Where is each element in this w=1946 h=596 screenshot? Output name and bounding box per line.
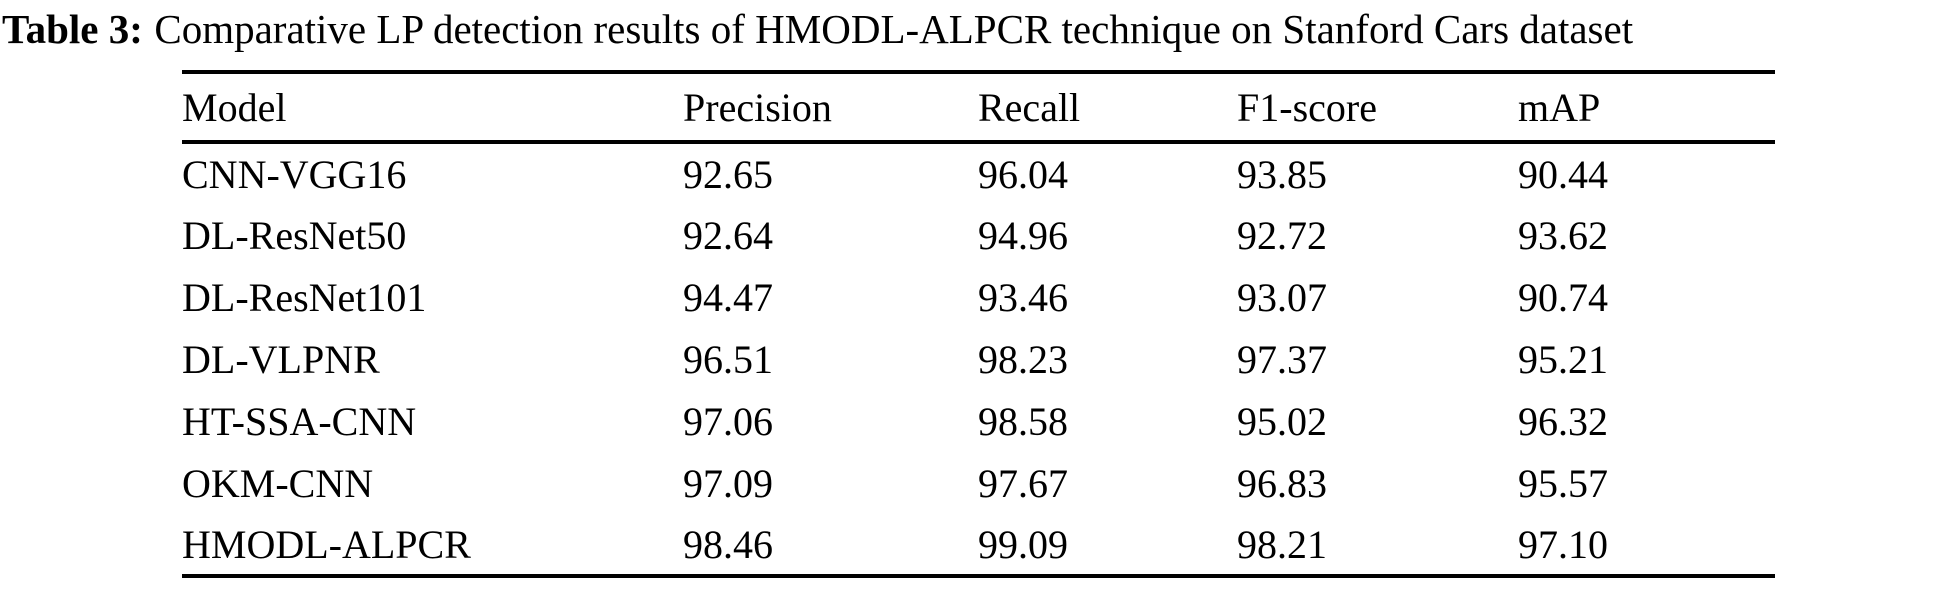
f1-score-cell: 97.37 <box>1237 336 1327 382</box>
f1-score-cell: 95.02 <box>1237 398 1327 444</box>
table-row: HMODL-ALPCR 98.46 99.09 98.21 97.10 <box>182 514 1775 576</box>
map-cell: 93.62 <box>1518 212 1608 258</box>
map-cell: 95.57 <box>1518 460 1608 506</box>
precision-cell: 94.47 <box>683 274 773 320</box>
f1-score-cell: 93.07 <box>1237 274 1327 320</box>
model-cell: DL-VLPNR <box>182 336 380 382</box>
table-caption-text: Comparative LP detection results of HMOD… <box>154 6 1634 52</box>
f1-score-cell: 96.83 <box>1237 460 1327 506</box>
table-row: DL-ResNet101 94.47 93.46 93.07 90.74 <box>182 266 1775 328</box>
precision-cell: 96.51 <box>683 336 773 382</box>
table-row: OKM-CNN 97.09 97.67 96.83 95.57 <box>182 452 1775 514</box>
column-header-map: mAP <box>1518 72 1775 145</box>
map-cell: 97.10 <box>1518 521 1608 567</box>
table-row: HT-SSA-CNN 97.06 98.58 95.02 96.32 <box>182 390 1775 452</box>
table-caption-label: Table 3: <box>2 6 143 52</box>
table-body: CNN-VGG16 92.65 96.04 93.85 90.44 DL-ResNet50… <box>182 142 1775 576</box>
table-caption: Table 3: Comparative LP detection results… <box>0 0 1946 53</box>
map-cell: 96.32 <box>1518 398 1608 444</box>
recall-cell: 96.04 <box>978 151 1068 197</box>
f1-score-cell: 93.85 <box>1237 151 1327 197</box>
model-cell: OKM-CNN <box>182 460 374 506</box>
recall-cell: 98.58 <box>978 398 1068 444</box>
results-table: Model Precision Recall F1-score mAP CNN-… <box>182 70 1775 579</box>
recall-cell: 98.23 <box>978 336 1068 382</box>
column-header-precision: Precision <box>683 72 978 145</box>
map-cell: 90.44 <box>1518 151 1608 197</box>
model-cell: HT-SSA-CNN <box>182 398 417 444</box>
f1-score-cell: 98.21 <box>1237 521 1327 567</box>
column-header-recall: Recall <box>978 72 1237 145</box>
recall-cell: 97.67 <box>978 460 1068 506</box>
map-cell: 90.74 <box>1518 274 1608 320</box>
column-header-f1-score: F1-score <box>1237 72 1518 145</box>
recall-cell: 94.96 <box>978 212 1068 258</box>
precision-cell: 97.09 <box>683 460 773 506</box>
recall-cell: 93.46 <box>978 274 1068 320</box>
precision-cell: 98.46 <box>683 521 773 567</box>
precision-cell: 92.64 <box>683 212 773 258</box>
f1-score-cell: 92.72 <box>1237 212 1327 258</box>
model-cell: CNN-VGG16 <box>182 151 407 197</box>
column-header-model: Model <box>182 72 683 145</box>
precision-cell: 92.65 <box>683 151 773 197</box>
table-row: DL-VLPNR 96.51 98.23 97.37 95.21 <box>182 328 1775 390</box>
model-cell: DL-ResNet50 <box>182 212 407 258</box>
precision-cell: 97.06 <box>683 398 773 444</box>
header-row: Model Precision Recall F1-score mAP <box>182 72 1775 145</box>
model-cell: DL-ResNet101 <box>182 274 427 320</box>
model-cell: HMODL-ALPCR <box>182 521 471 567</box>
table-row: DL-ResNet50 92.64 94.96 92.72 93.62 <box>182 204 1775 266</box>
map-cell: 95.21 <box>1518 336 1608 382</box>
recall-cell: 99.09 <box>978 521 1068 567</box>
table-row: CNN-VGG16 92.65 96.04 93.85 90.44 <box>182 142 1775 204</box>
